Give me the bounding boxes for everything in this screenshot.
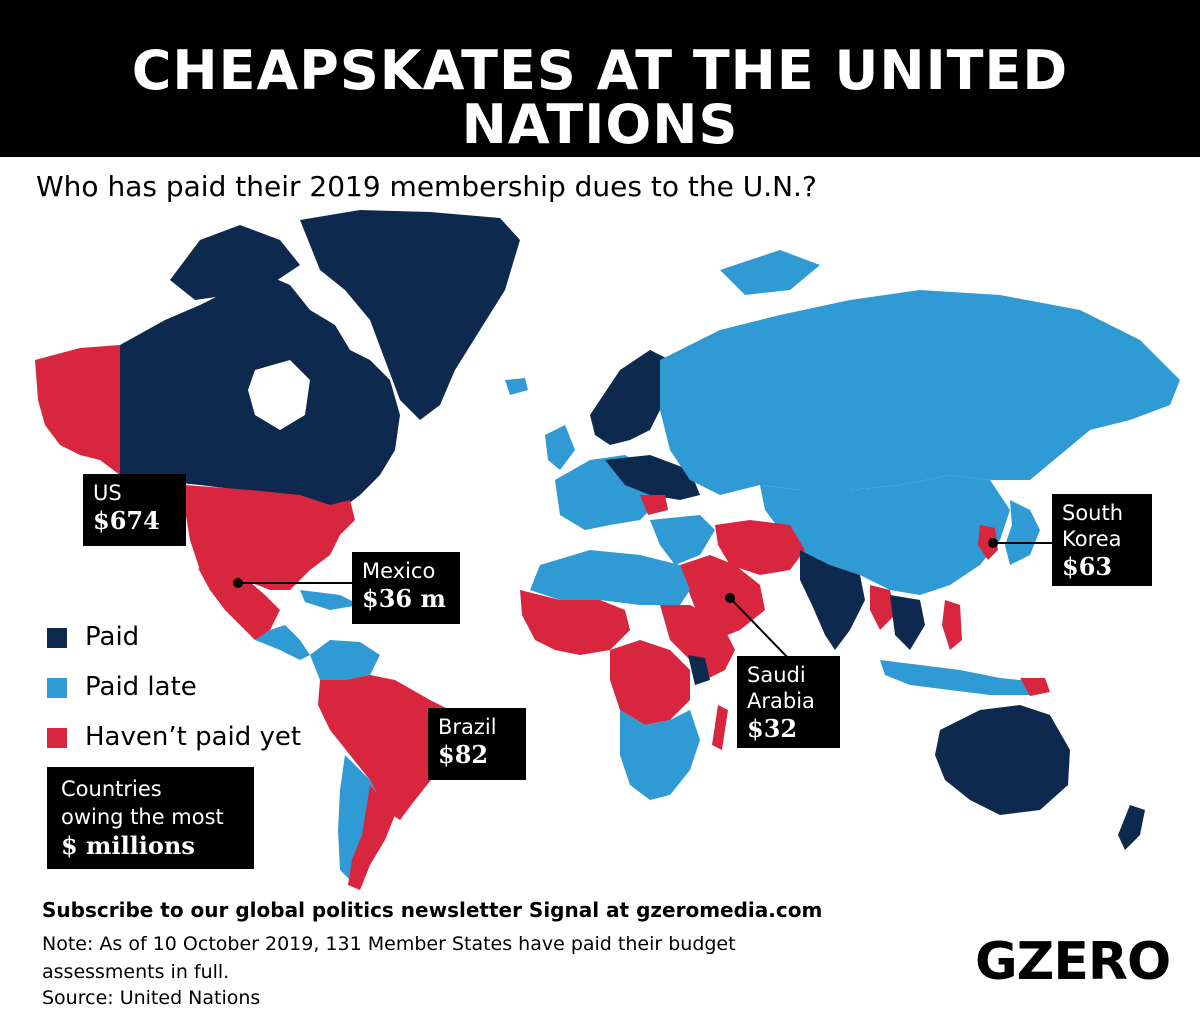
callout-korea-name-2: Korea: [1062, 527, 1122, 551]
note-text: Note: As of 10 October 2019, 131 Member …: [42, 930, 842, 986]
se-asia: [890, 595, 925, 650]
romania: [640, 495, 668, 515]
argentina: [348, 785, 395, 890]
callout-mexico-amount: $36 m: [362, 584, 446, 613]
header-bar: CHEAPSKATES AT THE UNITED NATIONS: [0, 0, 1200, 157]
usa: [185, 485, 355, 590]
dot-mexico: [233, 578, 243, 588]
russia: [660, 290, 1180, 495]
dot-saudi: [725, 593, 735, 603]
subscribe-text: Subscribe to our global politics newslet…: [42, 898, 823, 922]
central-africa: [610, 640, 690, 725]
callout-korea-name-1: South: [1062, 501, 1124, 525]
iceland: [505, 378, 528, 395]
dot-korea: [988, 538, 998, 548]
page-title: CHEAPSKATES AT THE UNITED NATIONS: [131, 39, 1069, 156]
source-text: Source: United Nations: [42, 987, 261, 1009]
swatch-not-paid: [47, 728, 67, 748]
horn-of-africa: [660, 605, 735, 680]
callout-saudi-amount: $32 m: [747, 714, 798, 773]
callout-saudi-name-2: Arabia: [747, 689, 815, 713]
callout-korea-amount: $63 m: [1062, 552, 1113, 611]
hudson-bay: [248, 360, 310, 430]
indonesia: [880, 660, 1040, 695]
owed-key-line-1: Countries: [61, 777, 162, 801]
mexico: [198, 568, 280, 640]
swatch-paid-late: [47, 678, 67, 698]
madagascar: [712, 705, 728, 750]
world-map: [35, 210, 1180, 890]
callout-korea: South Korea $63 m: [1052, 494, 1152, 611]
arctic-islands: [170, 225, 300, 300]
india: [800, 550, 865, 650]
caribbean: [300, 590, 360, 610]
subtitle: Who has paid their 2019 membership dues …: [36, 170, 817, 203]
australia: [935, 705, 1070, 815]
swatch-paid: [47, 628, 67, 648]
central-europe-paid: [605, 455, 700, 500]
russia-islands: [720, 250, 820, 295]
colombia-venezuela: [310, 640, 380, 680]
leader-saudi: [729, 597, 791, 661]
owed-key-box: Countries owing the most $ millions: [47, 767, 254, 869]
owed-key-line-3: $ millions: [61, 831, 195, 860]
southern-africa: [620, 710, 700, 800]
turkey-levant: [650, 515, 715, 565]
callout-brazil: Brazil $82 m: [428, 708, 526, 799]
central-america: [255, 625, 310, 660]
myanmar-region: [870, 585, 895, 630]
gzero-logo: GZERO: [975, 932, 1171, 992]
callout-saudi: Saudi Arabia $32 m: [737, 656, 840, 773]
greenland: [300, 210, 520, 420]
callout-us-name: US: [93, 481, 122, 505]
uk-ireland: [545, 425, 575, 470]
iran-afghanistan: [715, 520, 805, 575]
callout-us: US $674 m: [83, 474, 186, 565]
note-line-1: Note: As of 10 October 2019, 131 Member …: [42, 933, 736, 955]
owed-key-line-2: owing the most: [61, 805, 224, 829]
southern-cone-late: [338, 755, 385, 880]
alaska: [35, 345, 120, 475]
scandinavia: [590, 350, 670, 445]
note-line-2: assessments in full.: [42, 961, 230, 983]
callout-mexico-name: Mexico: [362, 559, 436, 583]
papua-new-guinea: [1020, 678, 1050, 696]
japan: [1005, 500, 1040, 565]
north-africa: [530, 550, 690, 605]
callout-us-amount: $674 m: [93, 506, 160, 565]
kenya: [688, 655, 710, 685]
korea: [978, 525, 998, 560]
new-zealand: [1118, 805, 1145, 850]
philippines: [942, 600, 962, 650]
callout-mexico: Mexico $36 m: [352, 552, 460, 624]
west-africa: [520, 590, 630, 655]
legend-label-not-paid: Haven’t paid yet: [85, 722, 302, 752]
legend-label-paid-late: Paid late: [85, 672, 197, 702]
callout-brazil-name: Brazil: [438, 715, 497, 739]
china-central-asia: [760, 475, 1010, 595]
callout-saudi-name-1: Saudi: [747, 663, 806, 687]
legend-label-paid: Paid: [85, 622, 140, 652]
callout-brazil-amount: $82 m: [438, 740, 489, 799]
